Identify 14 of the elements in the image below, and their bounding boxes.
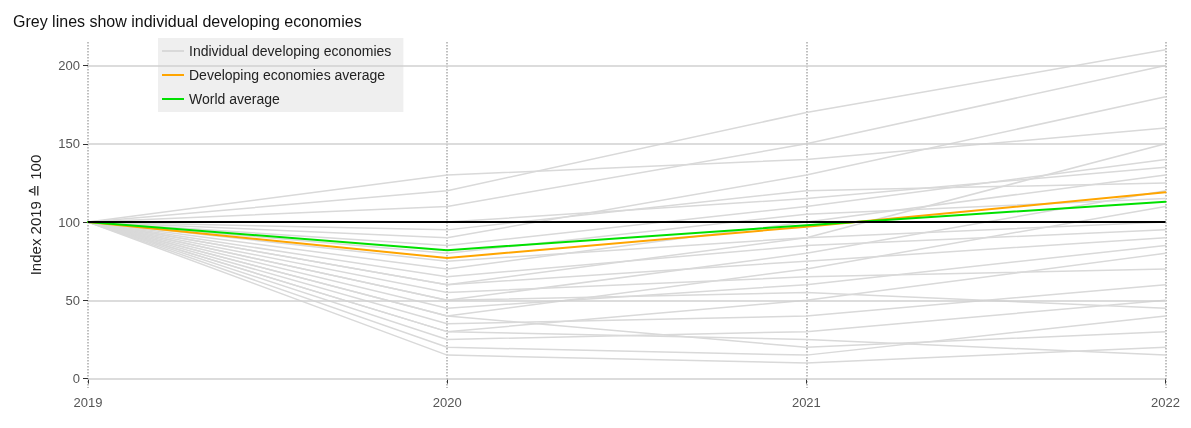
legend-label: Developing economies average [189,67,386,83]
chart-subtitle: Grey lines show individual developing economies [13,12,362,30]
y-axis-title: Index 2019 ≙ 100 [27,154,44,276]
legend-label: Individual developing economies [189,43,392,59]
x-tick-label: 2022 [1151,395,1180,410]
y-tick-label: 200 [58,57,80,73]
legend-label: World average [189,91,280,107]
y-tick-label: 0 [72,371,80,387]
x-tick-label: 2021 [791,395,821,410]
y-tick-label: 150 [58,136,80,152]
x-tick-label: 2019 [73,395,103,410]
y-tick-label: 50 [65,292,80,308]
x-tick-label: 2020 [432,395,462,410]
y-tick-label: 100 [58,214,80,230]
